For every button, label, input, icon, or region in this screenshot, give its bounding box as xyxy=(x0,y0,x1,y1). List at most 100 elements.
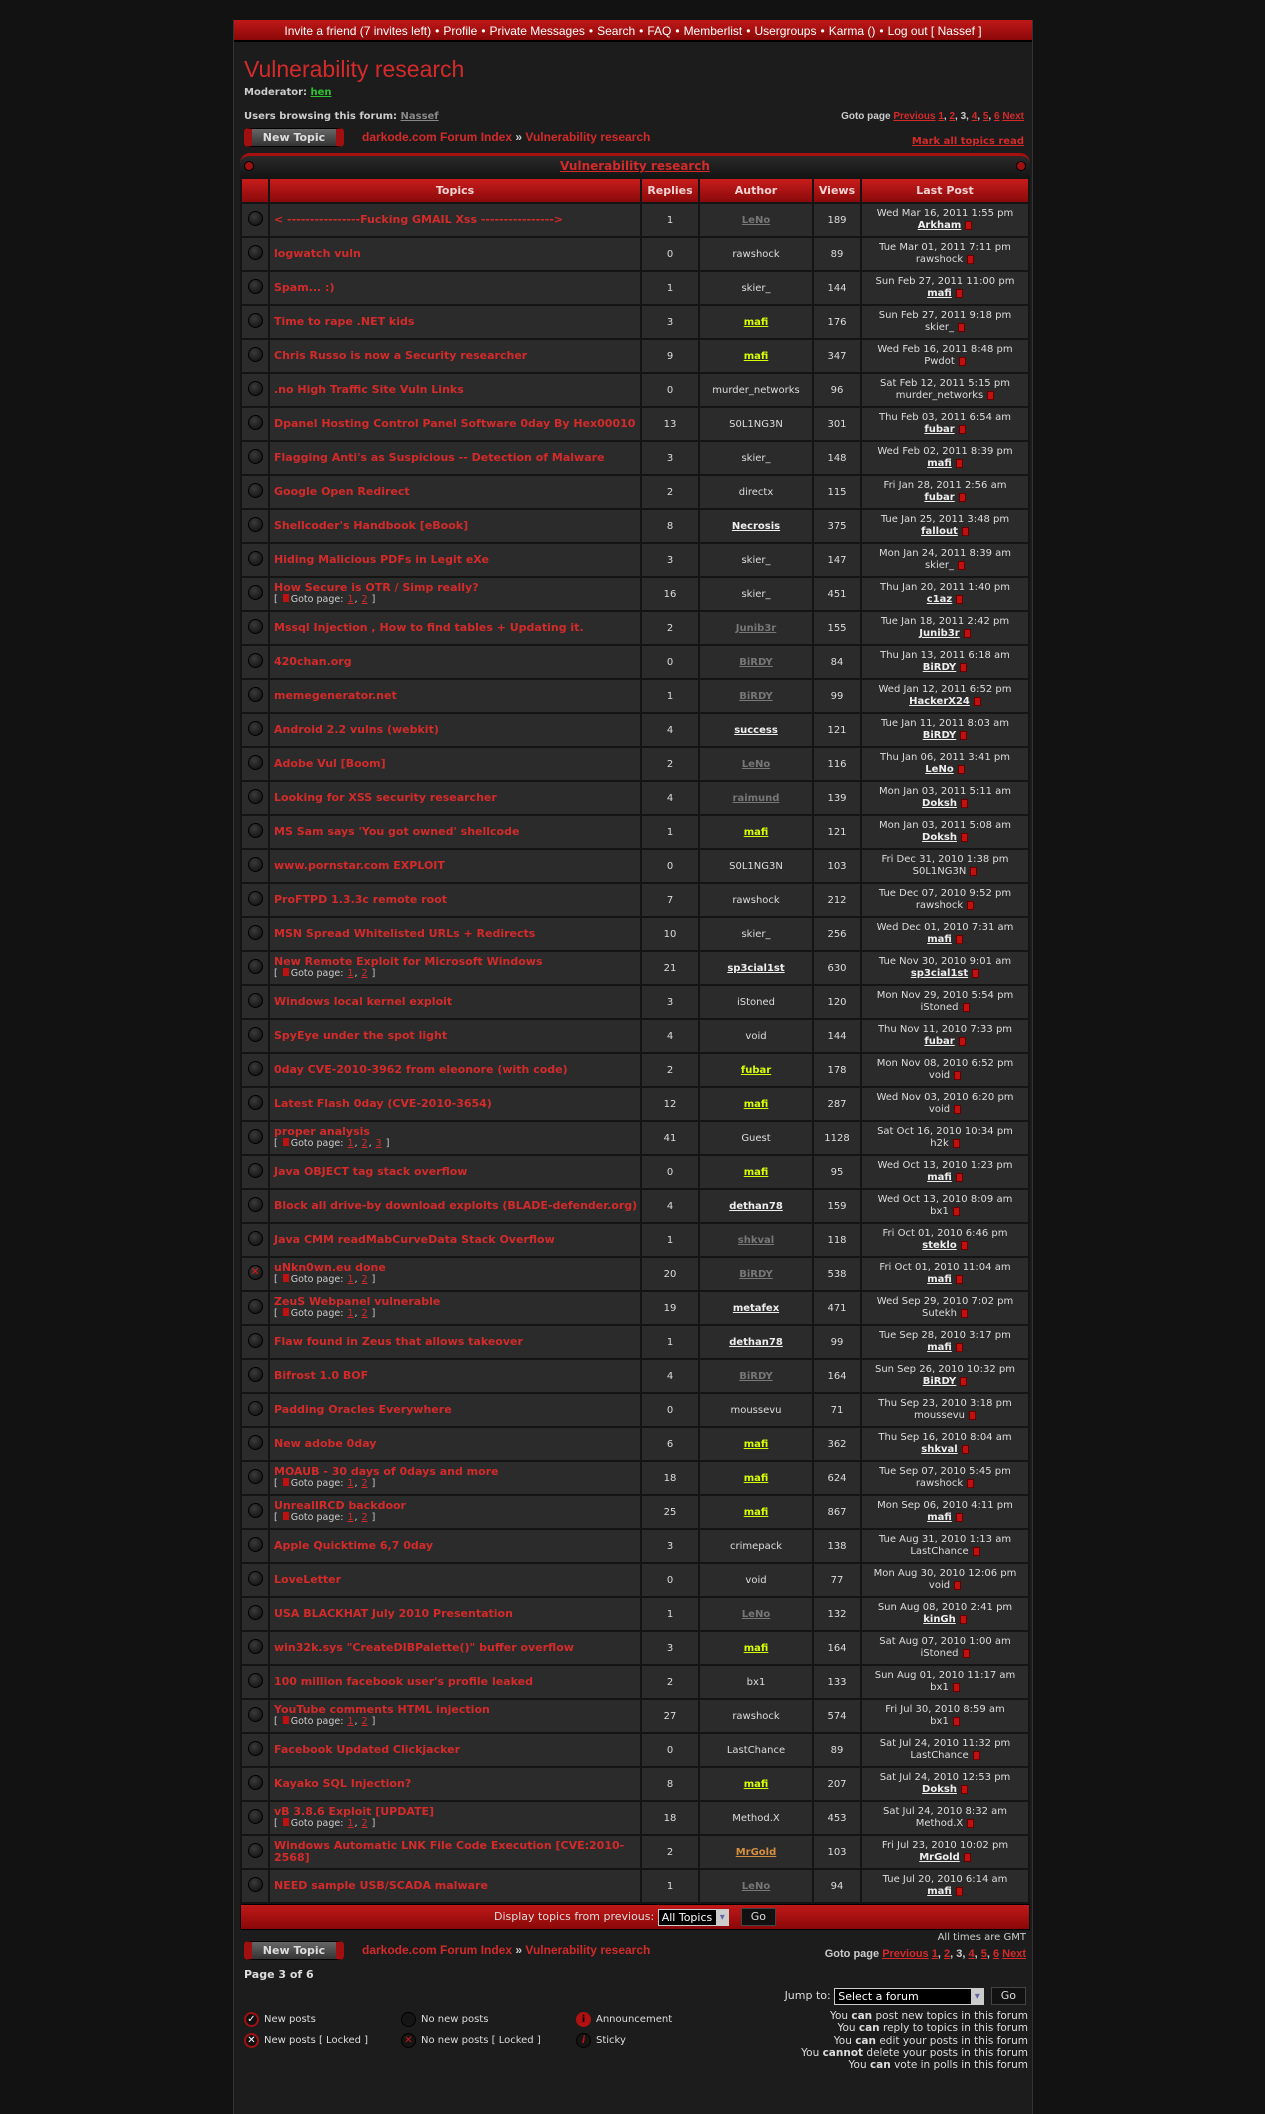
view-latest-post-icon[interactable] xyxy=(955,458,963,468)
author-name[interactable]: BiRDY xyxy=(739,656,773,668)
page-link[interactable]: 6 xyxy=(992,1948,1000,1960)
view-latest-post-icon[interactable] xyxy=(960,1308,968,1318)
view-latest-post-icon[interactable] xyxy=(952,1682,960,1692)
author-name[interactable]: fubar xyxy=(740,1064,772,1076)
author-name[interactable]: success xyxy=(734,724,778,736)
last-post-author[interactable]: mafi xyxy=(927,1886,952,1897)
view-latest-post-icon[interactable] xyxy=(961,526,969,536)
view-latest-post-icon[interactable] xyxy=(954,1580,962,1590)
author-name[interactable]: mafi xyxy=(743,350,769,362)
topic-page-link[interactable]: 1 xyxy=(347,594,354,605)
view-latest-post-icon[interactable] xyxy=(972,1546,980,1556)
topic-title-link[interactable]: Looking for XSS security researcher xyxy=(274,791,497,804)
previous-page-link[interactable]: Previous xyxy=(882,1948,929,1960)
last-post-author[interactable]: fubar xyxy=(924,1036,955,1047)
view-latest-post-icon[interactable] xyxy=(958,356,966,366)
topic-page-link[interactable]: 2 xyxy=(361,1512,368,1523)
last-post-author[interactable]: HackerX24 xyxy=(909,696,970,707)
topic-title-link[interactable]: Facebook Updated Clickjacker xyxy=(274,1743,461,1756)
last-post-author[interactable]: shkval xyxy=(921,1444,958,1455)
page-link[interactable]: 4 xyxy=(971,111,978,122)
topic-title-link[interactable]: New Remote Exploit for Microsoft Windows xyxy=(274,955,543,968)
topic-title-link[interactable]: logwatch vuln xyxy=(274,247,361,260)
nav-item[interactable]: Usergroups xyxy=(754,24,817,38)
topic-title-link[interactable]: Shellcoder's Handbook [eBook] xyxy=(274,519,469,532)
author-name[interactable]: mafi xyxy=(743,1642,769,1654)
last-post-author[interactable]: BiRDY xyxy=(922,730,957,741)
topic-title-link[interactable]: USA BLACKHAT July 2010 Presentation xyxy=(274,1607,513,1620)
view-latest-post-icon[interactable] xyxy=(958,560,966,570)
topic-title-link[interactable]: Java OBJECT tag stack overflow xyxy=(274,1165,468,1178)
topic-title-link[interactable]: Block all drive-by download exploits (BL… xyxy=(274,1199,638,1212)
topic-title-link[interactable]: .no High Traffic Site Vuln Links xyxy=(274,383,464,396)
view-latest-post-icon[interactable] xyxy=(972,968,980,978)
topic-title-link[interactable]: ProFTPD 1.3.3c remote root xyxy=(274,893,448,906)
topic-title-link[interactable]: 420chan.org xyxy=(274,655,352,668)
last-post-author[interactable]: Doksh xyxy=(922,798,957,809)
nav-item[interactable]: Log out [ Nassef ] xyxy=(887,24,982,38)
breadcrumb-current-forum[interactable]: Vulnerability research xyxy=(525,130,651,144)
author-name[interactable]: mafi xyxy=(743,1166,769,1178)
view-latest-post-icon[interactable] xyxy=(958,1036,966,1046)
view-latest-post-icon[interactable] xyxy=(967,900,975,910)
topic-title-link[interactable]: YouTube comments HTML injection xyxy=(274,1703,490,1716)
topic-title-link[interactable]: Padding Oracles Everywhere xyxy=(274,1403,452,1416)
author-name[interactable]: mafi xyxy=(743,1778,769,1790)
topic-page-link[interactable]: 2 xyxy=(361,1716,368,1727)
view-latest-post-icon[interactable] xyxy=(952,1206,960,1216)
topic-title-link[interactable]: Kayako SQL Injection? xyxy=(274,1777,412,1790)
author-name[interactable]: LeNo xyxy=(741,1880,771,1892)
topic-page-link[interactable]: 3 xyxy=(375,1138,382,1149)
topic-title-link[interactable]: Hiding Malicious PDFs in Legit eXe xyxy=(274,553,489,566)
topic-title-link[interactable]: New adobe 0day xyxy=(274,1437,377,1450)
last-post-author[interactable]: kinGh xyxy=(923,1614,956,1625)
view-latest-post-icon[interactable] xyxy=(960,798,968,808)
nav-item[interactable]: Private Messages xyxy=(489,24,585,38)
last-post-author[interactable]: Arkham xyxy=(917,220,962,231)
browsing-user-link[interactable]: Nassef xyxy=(400,111,439,122)
page-link[interactable]: 2 xyxy=(943,1948,951,1960)
nav-item[interactable]: Karma () xyxy=(828,24,876,38)
nav-item[interactable]: Memberlist xyxy=(683,24,743,38)
new-topic-button[interactable]: New Topic xyxy=(244,128,344,147)
view-latest-post-icon[interactable] xyxy=(955,1172,963,1182)
topic-title-link[interactable]: Google Open Redirect xyxy=(274,485,410,498)
last-post-author[interactable]: Doksh xyxy=(922,832,957,843)
author-name[interactable]: raimund xyxy=(732,792,780,804)
topic-page-link[interactable]: 2 xyxy=(361,1308,368,1319)
last-post-author[interactable]: LeNo xyxy=(925,764,954,775)
view-latest-post-icon[interactable] xyxy=(963,628,971,638)
view-latest-post-icon[interactable] xyxy=(960,1240,968,1250)
topic-page-link[interactable]: 1 xyxy=(347,968,354,979)
view-latest-post-icon[interactable] xyxy=(955,1512,963,1522)
jump-forum-select[interactable]: Select a forum xyxy=(834,1987,985,2005)
topic-page-link[interactable]: 1 xyxy=(347,1478,354,1489)
author-name[interactable]: mafi xyxy=(743,1438,769,1450)
author-name[interactable]: LeNo xyxy=(741,214,771,226)
view-latest-post-icon[interactable] xyxy=(960,1376,968,1386)
view-latest-post-icon[interactable] xyxy=(967,1818,975,1828)
moderator-link[interactable]: hen xyxy=(310,87,332,98)
topic-title-link[interactable]: 0day CVE-2010-3962 from eleonore (with c… xyxy=(274,1063,568,1076)
view-latest-post-icon[interactable] xyxy=(962,1002,970,1012)
last-post-author[interactable]: Junib3r xyxy=(919,628,960,639)
view-latest-post-icon[interactable] xyxy=(955,1342,963,1352)
topic-page-link[interactable]: 2 xyxy=(361,1818,368,1829)
page-link[interactable]: 1 xyxy=(931,1948,938,1960)
author-name[interactable]: mafi xyxy=(743,826,769,838)
author-name[interactable]: metafex xyxy=(732,1302,780,1314)
topic-title-link[interactable]: Latest Flash 0day (CVE-2010-3654) xyxy=(274,1097,492,1110)
topic-page-link[interactable]: 2 xyxy=(361,1274,368,1285)
jump-go-button[interactable]: Go xyxy=(990,1987,1026,2005)
topic-title-link[interactable]: uNkn0wn.eu done xyxy=(274,1261,386,1274)
topic-title-link[interactable]: Windows local kernel exploit xyxy=(274,995,453,1008)
author-name[interactable]: dethan78 xyxy=(729,1200,783,1212)
topic-title-link[interactable]: SpyEye under the spot light xyxy=(274,1029,448,1042)
topic-title-link[interactable]: NEED sample USB/SCADA malware xyxy=(274,1879,488,1892)
view-latest-post-icon[interactable] xyxy=(960,832,968,842)
previous-page-link[interactable]: Previous xyxy=(893,111,936,122)
last-post-author[interactable]: mafi xyxy=(927,1274,952,1285)
display-go-button[interactable]: Go xyxy=(740,1908,777,1926)
topic-title-link[interactable]: Chris Russo is now a Security researcher xyxy=(274,349,528,362)
last-post-author[interactable]: mafi xyxy=(927,934,952,945)
